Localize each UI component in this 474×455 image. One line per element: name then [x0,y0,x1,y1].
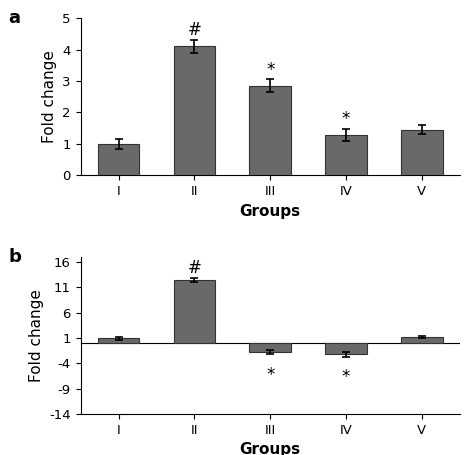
X-axis label: Groups: Groups [240,442,301,455]
Text: *: * [266,366,274,384]
Bar [401,337,443,343]
Bar [249,86,291,175]
Bar [401,130,443,175]
Bar [98,338,139,343]
Y-axis label: Fold change: Fold change [42,51,57,143]
Bar [249,343,291,352]
Text: b: b [9,248,21,266]
Bar [325,135,367,175]
Text: a: a [9,9,20,27]
Text: *: * [342,369,350,386]
Text: *: * [342,110,350,127]
Bar [98,144,139,175]
Bar [325,343,367,354]
Text: *: * [266,61,274,79]
Bar [173,280,215,343]
Text: #: # [188,20,201,39]
Bar [173,46,215,175]
Text: #: # [188,259,201,277]
Y-axis label: Fold change: Fold change [29,289,44,382]
X-axis label: Groups: Groups [240,203,301,218]
